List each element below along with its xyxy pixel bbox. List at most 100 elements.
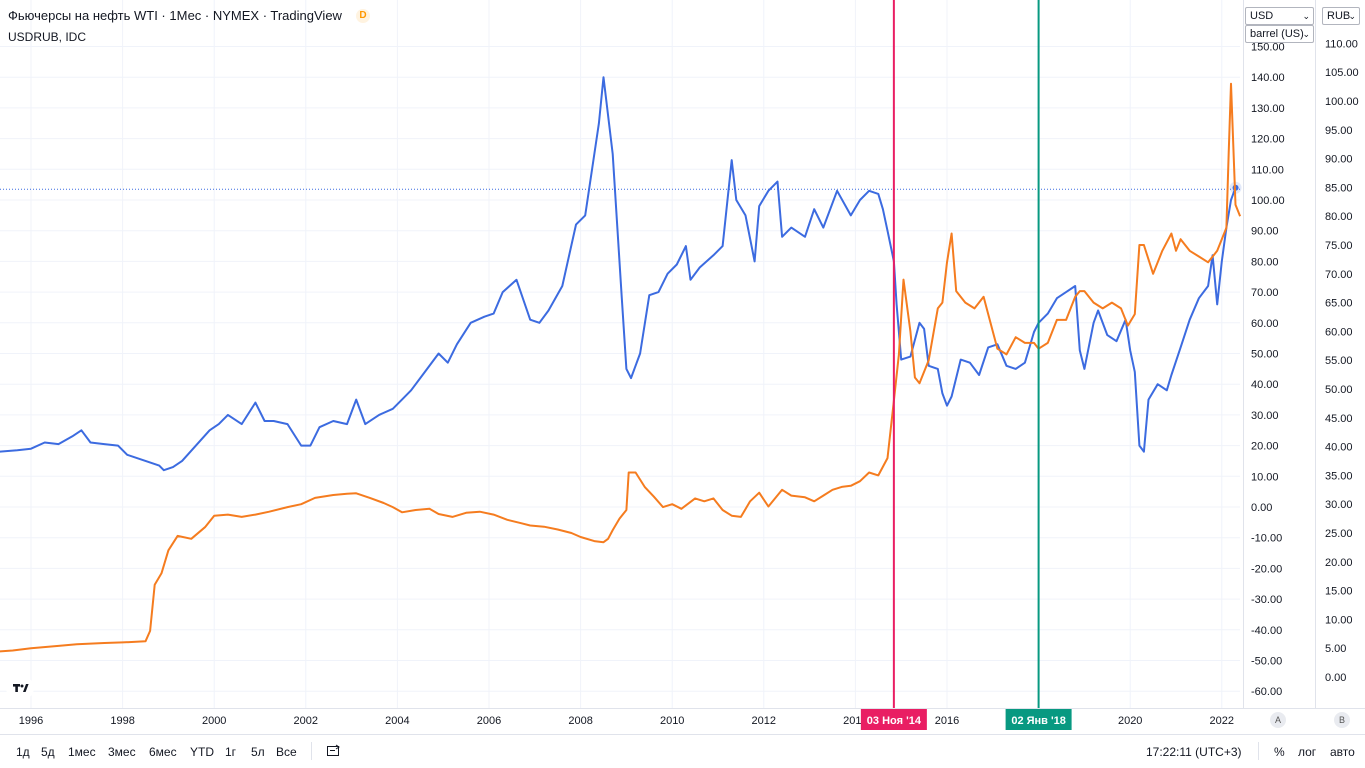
- left-axis-tick-label: 120.00: [1251, 134, 1285, 146]
- left-axis-tick-label: 80.00: [1251, 256, 1279, 268]
- currency-select-right-value: RUB: [1327, 10, 1351, 22]
- right-axis-tick-label: 30.00: [1325, 499, 1353, 511]
- marker-date-label: 03 Ноя '14: [867, 715, 922, 727]
- timeframe-1m[interactable]: 1мес: [68, 745, 96, 759]
- currency-select-left[interactable]: USD ⌄: [1245, 7, 1314, 25]
- unit-select[interactable]: barrel (US) ⌄: [1245, 25, 1314, 43]
- right-axis-tick-label: 0.00: [1325, 672, 1346, 684]
- timeframe-1y[interactable]: 1г: [225, 745, 237, 759]
- left-axis-tick-label: -20.00: [1251, 563, 1282, 575]
- right-axis-tick-label: 25.00: [1325, 528, 1353, 540]
- left-axis-tick-label: 140.00: [1251, 72, 1285, 84]
- clock-timezone[interactable]: 17:22:11 (UTC+3): [1146, 745, 1242, 759]
- right-axis-tick-label: 40.00: [1325, 442, 1353, 454]
- right-axis-tick-label: 15.00: [1325, 586, 1353, 598]
- percent-toggle[interactable]: %: [1274, 745, 1285, 759]
- marker-date-label-bg: [1005, 709, 1072, 730]
- delay-badge[interactable]: D: [355, 8, 370, 23]
- right-axis-tick-label: 110.00: [1325, 38, 1358, 50]
- right-axis-tick-label: 70.00: [1325, 269, 1353, 281]
- left-axis-tick-label: 40.00: [1251, 379, 1279, 391]
- right-axis-tick-label: 80.00: [1325, 211, 1353, 223]
- x-axis-tick-label: 2020: [1118, 715, 1142, 727]
- marker-date-label: 02 Янв '18: [1011, 715, 1066, 727]
- unit-select-value: barrel (US): [1250, 28, 1304, 40]
- right-axis-tick-label: 60.00: [1325, 326, 1353, 338]
- x-axis-tick-label: 1998: [110, 715, 134, 727]
- left-axis-tick-label: 150.00: [1251, 42, 1285, 54]
- scale-b-button[interactable]: B: [1334, 712, 1350, 728]
- right-axis-tick-label: 10.00: [1325, 614, 1353, 626]
- left-axis-tick-label: 0.00: [1251, 502, 1272, 514]
- timeframe-all[interactable]: Все: [276, 745, 297, 759]
- left-axis-tick-label: 30.00: [1251, 410, 1279, 422]
- timeframe-6m[interactable]: 6мес: [149, 745, 177, 759]
- x-axis-tick-label: 2012: [752, 715, 776, 727]
- left-axis-tick-label: -30.00: [1251, 594, 1282, 606]
- x-axis-tick-label: 2004: [385, 715, 409, 727]
- toolbar-separator: [311, 742, 312, 760]
- chart-title: Фьючерсы на нефть WTI · 1Мес · NYMEX · T…: [8, 8, 342, 23]
- left-price-scale[interactable]: [1243, 0, 1315, 708]
- marker-date-label-bg: [860, 709, 927, 730]
- timeframe-5y[interactable]: 5л: [251, 745, 265, 759]
- tradingview-logo-icon[interactable]: [6, 676, 34, 700]
- x-axis-tick-label: 2002: [294, 715, 318, 727]
- grid-lines: [0, 0, 1240, 708]
- timeframe-3m[interactable]: 3мес: [108, 745, 136, 759]
- left-axis-tick-label: -60.00: [1251, 686, 1282, 698]
- compare-icon[interactable]: [326, 744, 342, 763]
- chevron-down-icon: ⌄: [1302, 29, 1310, 39]
- right-axis-tick-label: 100.00: [1325, 96, 1359, 108]
- right-axis-tick-label: 75.00: [1325, 240, 1353, 252]
- right-axis-ticks: 110.00 105.00 100.00 95.00 90.00 85.00 80.00 75…: [1325, 38, 1359, 684]
- timeframe-ytd[interactable]: YTD: [190, 745, 214, 759]
- left-axis-ticks: 150.00 140.00 130.00 120.00 110.00 100.00 90.0…: [1251, 42, 1285, 699]
- left-axis-tick-label: 100.00: [1251, 195, 1285, 207]
- right-axis-tick-label: 35.00: [1325, 470, 1353, 482]
- timeframe-5d[interactable]: 5д: [41, 745, 55, 759]
- currency-select-left-value: USD: [1250, 10, 1274, 22]
- log-toggle[interactable]: лог: [1298, 745, 1317, 759]
- series-lines: [0, 76, 1242, 653]
- right-axis-tick-label: 105.00: [1325, 67, 1359, 79]
- left-axis-tick-label: 130.00: [1251, 103, 1285, 115]
- chart-canvas[interactable]: 150.00 140.00 130.00 120.00 110.00 100.00 90.0…: [0, 0, 1365, 734]
- right-axis-tick-label: 95.00: [1325, 125, 1353, 137]
- vertical-markers[interactable]: 03 Ноя '14 02 Янв '18: [860, 0, 1072, 730]
- left-axis-tick-label: 90.00: [1251, 226, 1279, 238]
- usdrub-price-line: [0, 82, 1242, 653]
- right-axis-tick-label: 20.00: [1325, 557, 1353, 569]
- x-axis-tick-label: 2000: [202, 715, 226, 727]
- currency-select-right[interactable]: RUB ⌄: [1322, 7, 1360, 25]
- left-axis-tick-label: 60.00: [1251, 318, 1279, 330]
- right-axis-tick-label: 45.00: [1325, 413, 1353, 425]
- left-axis-tick-label: 110.00: [1251, 164, 1284, 176]
- x-axis-tick-label: 2008: [568, 715, 592, 727]
- chevron-down-icon: ⌄: [1302, 11, 1310, 21]
- x-axis-tick-label: 2010: [660, 715, 684, 727]
- right-axis-tick-label: 85.00: [1325, 182, 1353, 194]
- left-axis-tick-label: -40.00: [1251, 625, 1282, 637]
- left-axis-tick-label: 10.00: [1251, 471, 1279, 483]
- bottom-toolbar: 1д 5д 1мес 3мес 6мес YTD 1г 5л Все 17:22…: [0, 734, 1365, 768]
- right-axis-tick-label: 90.00: [1325, 154, 1353, 166]
- x-axis-tick-label: 1996: [19, 715, 43, 727]
- left-axis-tick-label: 50.00: [1251, 349, 1279, 361]
- right-price-scale[interactable]: [1316, 0, 1365, 708]
- auto-toggle[interactable]: авто: [1330, 745, 1355, 759]
- right-axis-tick-label: 65.00: [1325, 298, 1353, 310]
- chevron-down-icon: ⌄: [1348, 11, 1356, 21]
- right-axis-tick-label: 5.00: [1325, 643, 1346, 655]
- scale-a-button[interactable]: A: [1270, 712, 1286, 728]
- compare-symbol-label: USDRUB, IDC: [8, 30, 87, 44]
- timeframe-1d[interactable]: 1д: [16, 745, 30, 759]
- right-axis-tick-label: 50.00: [1325, 384, 1353, 396]
- left-axis-tick-label: 20.00: [1251, 441, 1279, 453]
- left-axis-tick-label: -50.00: [1251, 656, 1282, 668]
- x-axis-tick-label: 2022: [1210, 715, 1234, 727]
- left-axis-tick-label: -10.00: [1251, 533, 1282, 545]
- x-axis-tick-label: 2016: [935, 715, 959, 727]
- x-axis-tick-label: 2006: [477, 715, 501, 727]
- wti-price-line: [0, 76, 1237, 472]
